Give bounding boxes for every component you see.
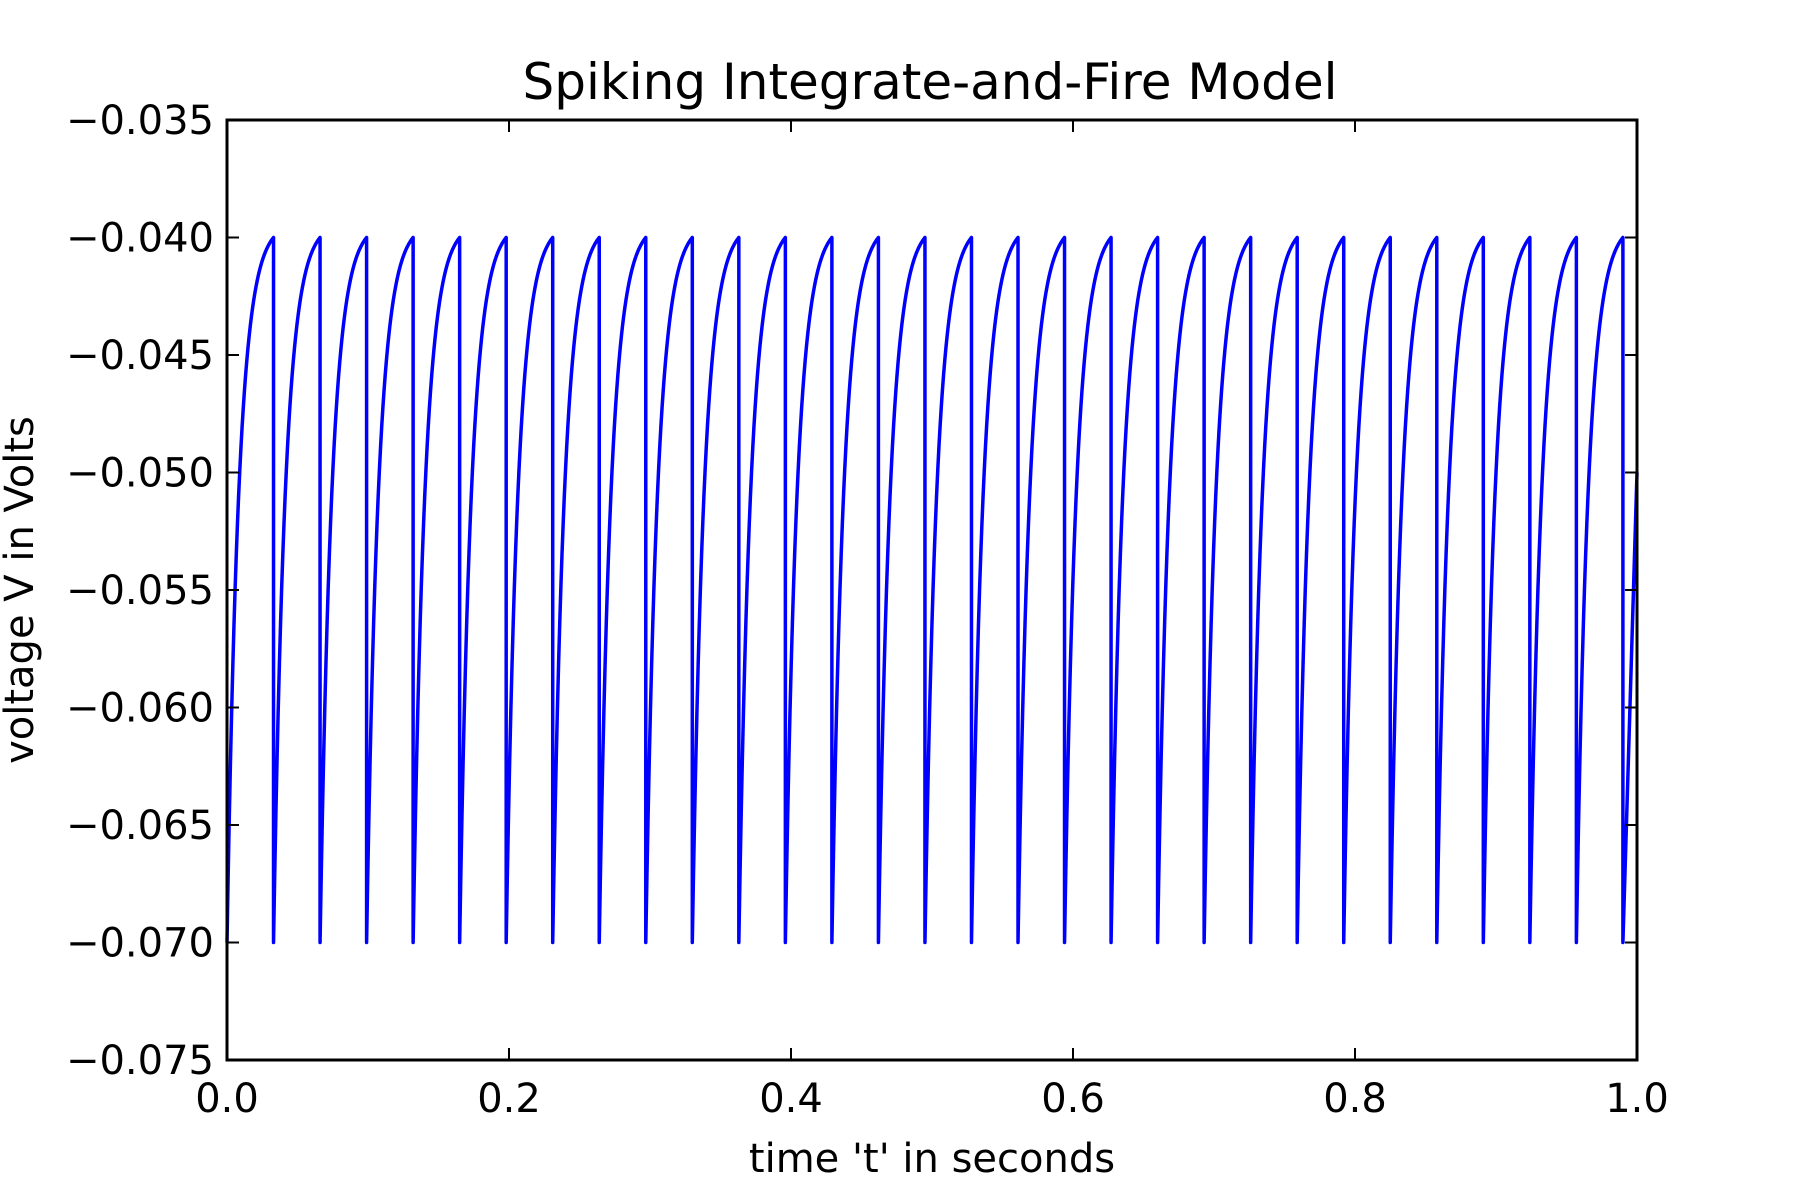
x-tick-label: 0.4 <box>759 1076 823 1122</box>
x-tick-label: 0.2 <box>477 1076 541 1122</box>
y-tick-label: −0.060 <box>66 686 214 732</box>
y-tick-label: −0.070 <box>66 921 214 967</box>
x-tick-label: 1.0 <box>1605 1076 1669 1122</box>
x-tick-label: 0.6 <box>1041 1076 1105 1122</box>
chart-title: Spiking Integrate-and-Fire Model <box>522 53 1337 111</box>
y-axis: −0.075 −0.070 −0.065 −0.060 −0.055 −0.050 −0.0… <box>66 98 1637 1084</box>
y-tick-label: −0.050 <box>66 451 214 497</box>
y-axis-label: voltage V in Volts <box>0 416 43 764</box>
y-tick-label: −0.040 <box>66 216 214 262</box>
x-tick-label: 0.8 <box>1323 1076 1387 1122</box>
y-tick-label: −0.065 <box>66 803 214 849</box>
y-tick-label: −0.055 <box>66 568 214 614</box>
series-line-voltage <box>225 235 1639 945</box>
y-tick-label: −0.075 <box>66 1038 214 1084</box>
x-axis: 0.0 0.2 0.4 0.6 0.8 1.0 <box>195 120 1669 1122</box>
x-tick-label: 0.0 <box>195 1076 259 1122</box>
y-tick-label: −0.035 <box>66 98 214 144</box>
x-axis-label: time 't' in seconds <box>749 1136 1115 1182</box>
plot-area <box>225 235 1639 945</box>
y-tick-label: −0.045 <box>66 333 214 379</box>
